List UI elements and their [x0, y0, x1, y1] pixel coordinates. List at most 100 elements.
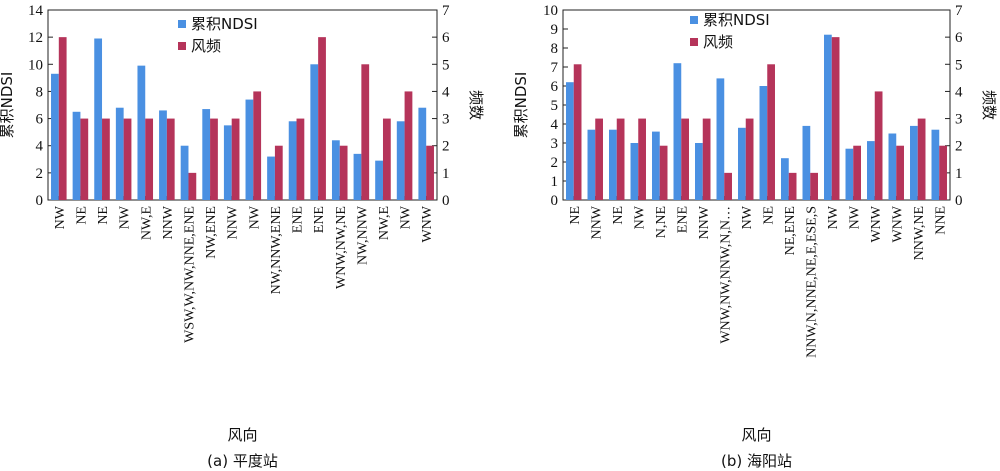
panel2-bar-ndsi	[802, 125, 811, 200]
panel2-bar-freq	[573, 64, 582, 201]
panel2-bar-ndsi	[587, 129, 596, 200]
panel1-right-tick-label: 4	[442, 84, 450, 100]
panel1-legend-label-ndsi: 累积NDSI	[191, 15, 258, 33]
panel2-bar-ndsi	[652, 131, 660, 200]
panel2-category-label: WNW	[890, 205, 905, 242]
panel1-category-label: NW	[118, 205, 133, 229]
panel1-bar-freq	[426, 145, 434, 200]
panel1-bar-freq	[361, 64, 370, 201]
panel1-bar-ndsi	[51, 73, 59, 200]
panel2-category-label: NE	[761, 206, 776, 225]
panel2-bar-ndsi	[738, 127, 746, 200]
panel2-right-tick-label: 7	[955, 3, 963, 19]
panel2-bar-freq	[939, 145, 947, 200]
panel1-right-tick-label: 3	[442, 112, 450, 128]
panel2-bar-freq	[831, 37, 840, 201]
panel1-category-label: NW,ENE	[204, 206, 219, 259]
panel1-bar-ndsi	[353, 153, 362, 200]
panel1-bar-ndsi	[310, 64, 319, 201]
panel2-right-tick-label: 0	[955, 193, 963, 209]
panel2-bar-ndsi	[824, 34, 832, 201]
panel2-left-tick-label: 7	[551, 60, 559, 76]
panel1-legend-swatch-freq	[178, 42, 186, 50]
panel2-category-label: WNW	[869, 205, 884, 242]
panel1-bar-ndsi	[267, 156, 275, 200]
panel2-left-tick-label: 1	[551, 174, 559, 190]
panel1-bar-freq	[210, 118, 218, 200]
panel1-bar-ndsi	[159, 110, 167, 200]
panel2-bar-freq	[681, 118, 689, 200]
panel1-bar-freq	[58, 37, 67, 201]
panel2-category-label: NE,ENE	[783, 206, 798, 255]
panel2-caption: (b) 海阳站	[721, 452, 792, 470]
panel1-category-label: NW	[399, 205, 414, 229]
panel1-category-label: NNW	[226, 205, 241, 239]
panel2-right-tick-label: 6	[955, 30, 963, 46]
panel1-bar-ndsi	[288, 121, 297, 200]
panel2-right-tick-label: 1	[955, 166, 963, 182]
panel1-left-tick-label: 4	[36, 139, 44, 155]
panel1-bar-freq	[404, 91, 413, 200]
panel1-bar-ndsi	[223, 125, 232, 200]
panel1-bar-ndsi	[245, 99, 254, 200]
panel2-category-label: NNE	[933, 206, 948, 235]
panel1-right-tick-label: 5	[442, 57, 450, 73]
panel2-legend-swatch-ndsi	[690, 16, 698, 24]
panel2-category-label: ENE	[675, 206, 690, 233]
panel1-legend-swatch-ndsi	[178, 20, 186, 28]
panel1-right-tick-label: 7	[442, 3, 450, 19]
panel2-right-tick-label: 5	[955, 57, 963, 73]
panel2-category-label: NW	[826, 205, 841, 229]
panel2-left-tick-label: 3	[551, 136, 559, 152]
panel2-category-label: NNW,N,NNE,NE,E,ESE,S	[804, 206, 819, 358]
panel1-category-label: ENE	[291, 206, 306, 233]
panel2-left-tick-label: 8	[551, 41, 559, 57]
panel1-bar-freq	[231, 118, 240, 200]
panel1-bar-ndsi	[418, 107, 427, 200]
panel1-plot-frame	[47, 9, 438, 201]
panel2-bar-freq	[745, 118, 754, 200]
panel1-left-tick-label: 14	[28, 3, 44, 19]
panel2-legend-label-freq: 风频	[703, 33, 733, 51]
panel2-bar-ndsi	[931, 129, 940, 200]
panel2-bar-freq	[874, 91, 883, 200]
panel1-bar-freq	[382, 118, 391, 200]
panel1-category-label: NE	[96, 206, 111, 225]
panel2-right-tick-label: 4	[955, 84, 963, 100]
panel1-caption: (a) 平度站	[207, 452, 278, 470]
panel1-category-label: NW	[53, 205, 68, 229]
panel2-bar-freq	[767, 64, 775, 201]
panel2-category-label: NE	[568, 206, 583, 225]
panel2-legend-swatch-freq	[690, 38, 698, 46]
panel2-bar-freq	[595, 118, 603, 200]
panel2-category-label: NNW	[697, 205, 712, 239]
panel1-category-label: NW,NNW,ENE	[269, 206, 284, 294]
panel1-bar-ndsi	[331, 140, 340, 200]
panel1-category-label: WSW,W,NW,NNE,ENE	[182, 206, 197, 343]
panel1-category-label: NW,E	[139, 206, 154, 240]
panel2-bar-freq	[659, 145, 668, 200]
panel1-bar-ndsi	[115, 107, 124, 200]
panel2-left-tick-label: 4	[551, 117, 559, 133]
panel1-bar-freq	[253, 91, 262, 200]
panel2-category-label: WNW,NW,NNW,N,N…	[718, 206, 733, 344]
panel1-category-label: WNW	[420, 205, 435, 242]
panel1-category-label: NW,E	[377, 206, 392, 240]
panel2-category-label: N,NE	[654, 206, 669, 238]
panel2-bar-ndsi	[845, 148, 854, 200]
panel1-bar-freq	[102, 118, 110, 200]
panel2-left-tick-label: 5	[551, 98, 559, 114]
panel1-y-axis-title-left: 累积NDSI	[0, 72, 16, 139]
panel2-left-tick-label: 6	[551, 79, 559, 95]
panel2-bar-freq	[853, 145, 861, 200]
panel2-bar-ndsi	[888, 133, 897, 200]
panel1-right-tick-label: 2	[442, 139, 450, 155]
panel1-bar-freq	[166, 118, 175, 200]
panel2-bar-ndsi	[630, 143, 639, 200]
panel2-left-tick-label: 0	[551, 193, 559, 209]
panel2-y-axis-title-right: 频数	[980, 90, 998, 120]
panel1-legend-label-freq: 风频	[191, 37, 221, 55]
panel1-bar-freq	[80, 118, 89, 200]
panel1-bar-ndsi	[137, 65, 146, 201]
panel1-x-axis-title: 风向	[227, 426, 257, 444]
